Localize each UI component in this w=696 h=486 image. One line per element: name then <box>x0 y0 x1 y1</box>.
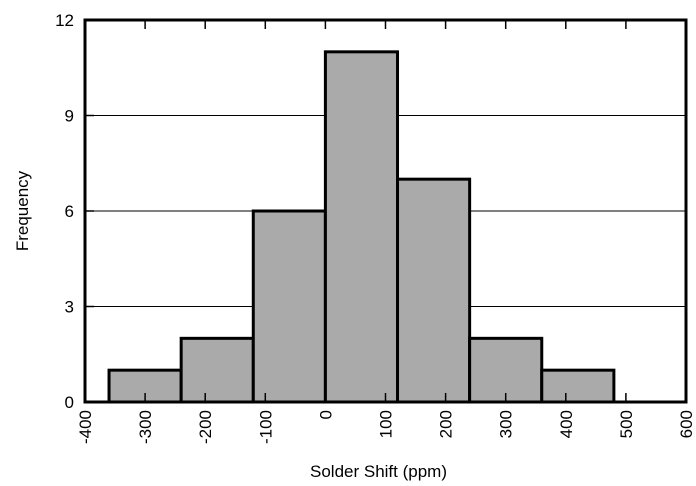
x-tick-label: 300 <box>497 410 516 438</box>
y-tick-label: 6 <box>65 202 74 221</box>
x-tick-label: 100 <box>377 410 396 438</box>
x-axis-title: Solder Shift (ppm) <box>310 462 447 481</box>
histogram-bar <box>540 368 616 404</box>
x-tick-label: -300 <box>136 410 155 444</box>
histogram-bar <box>323 50 400 404</box>
y-axis-title: Frequency <box>13 170 32 251</box>
x-tick-label: 400 <box>557 410 576 438</box>
histogram-bar <box>107 368 183 404</box>
x-tick-label: -400 <box>76 410 95 444</box>
histogram-bar <box>396 177 472 404</box>
histogram-bars <box>107 50 616 404</box>
x-tick-label: -100 <box>256 410 275 444</box>
y-tick-label: 9 <box>65 107 74 126</box>
x-tick-label: 500 <box>617 410 636 438</box>
histogram-bar <box>251 209 327 404</box>
y-tick-label: 0 <box>65 393 74 412</box>
x-tick-label: 600 <box>677 410 696 438</box>
axis-ticks <box>84 19 687 403</box>
histogram-bar <box>179 336 255 404</box>
histogram-bar <box>468 336 544 404</box>
y-tick-label: 3 <box>65 298 74 317</box>
x-tick-label: -200 <box>196 410 215 444</box>
x-tick-label: 0 <box>316 410 335 419</box>
y-tick-label: 12 <box>55 11 74 30</box>
x-tick-labels: -400 -300 -200 -100 0 100 200 300 400 500 600 <box>76 410 696 444</box>
y-tick-labels: 0 3 6 9 12 <box>55 11 74 412</box>
x-tick-label: 200 <box>437 410 456 438</box>
